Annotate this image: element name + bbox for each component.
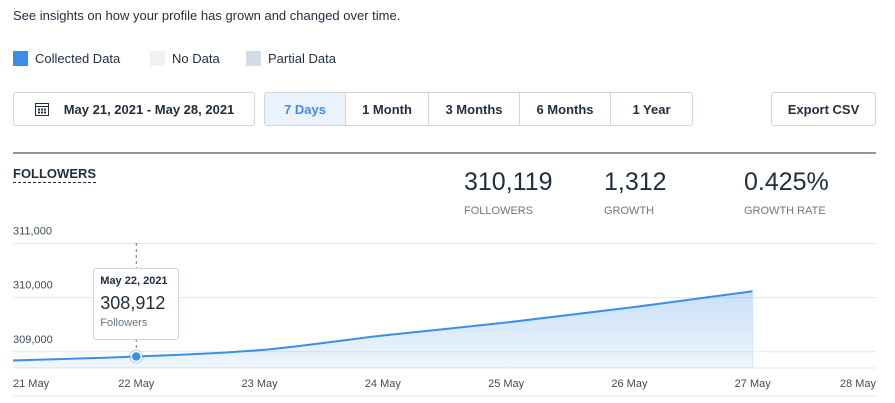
range-selector: 7 Days 1 Month 3 Months 6 Months 1 Year: [264, 92, 693, 126]
date-range: May 21, 2021 - May 28, 2021: [63, 101, 235, 117]
legend-item: Collected Data: [13, 51, 120, 66]
legend-label: Collected Data: [35, 51, 121, 66]
range-button[interactable]: 3 Months: [428, 93, 519, 125]
stat-label: GROWTH: [604, 205, 655, 217]
x-tick-label: 21 May: [13, 378, 50, 390]
stat: 0.425% GROWTH RATE: [744, 168, 829, 217]
tooltip-label: Followers: [100, 316, 148, 329]
stat-label: GROWTH RATE: [744, 205, 826, 217]
tooltip-title: May 22, 2021: [100, 274, 168, 287]
stat: 310,119 FOLLOWERS: [464, 168, 553, 217]
section-title: FOLLOWERS: [13, 166, 97, 183]
x-tick-label: 28 May: [840, 378, 877, 390]
stat-value: 310,119: [464, 168, 553, 196]
legend-swatch: [150, 51, 165, 66]
stat-label: FOLLOWERS: [464, 205, 534, 217]
export-button[interactable]: Export CSV: [771, 92, 876, 126]
tooltip-value: 308,912: [100, 292, 166, 313]
legend-swatch: [246, 51, 261, 66]
range-button[interactable]: 1 Year: [610, 93, 692, 125]
stat: 1,312 GROWTH: [604, 168, 667, 217]
area: [13, 291, 753, 368]
range-button[interactable]: 6 Months: [519, 93, 610, 125]
range-button[interactable]: 1 Month: [345, 93, 428, 125]
legend-label: Partial Data: [268, 51, 336, 66]
x-tick-label: 23 May: [242, 378, 279, 390]
x-tick-label: 26 May: [611, 378, 648, 390]
date-picker[interactable]: May 21, 2021 - May 28, 2021: [13, 92, 255, 126]
legend-label: No Data: [172, 51, 220, 66]
stat-value: 1,312: [604, 168, 667, 196]
legend-swatch: [13, 51, 28, 66]
x-tick-label: 24 May: [365, 378, 402, 390]
x-tick-label: 27 May: [735, 378, 772, 390]
stat-value: 0.425%: [744, 168, 829, 196]
x-tick-label: 25 May: [488, 378, 525, 390]
calendar-icon: [34, 103, 49, 116]
tooltip: May 22, 2021 308,912 Followers: [93, 267, 180, 340]
intro-text: See insights on how your profile has gro…: [13, 8, 401, 23]
legend-item: No Data: [150, 51, 220, 66]
range-button[interactable]: 7 Days: [265, 93, 345, 125]
point: [130, 350, 143, 363]
y-tick-label: 309,000: [13, 334, 53, 346]
x-tick-label: 22 May: [118, 378, 155, 390]
y-tick-label: 311,000: [13, 226, 52, 238]
legend-item: Partial Data: [246, 51, 336, 66]
y-tick-label: 310,000: [13, 280, 53, 292]
